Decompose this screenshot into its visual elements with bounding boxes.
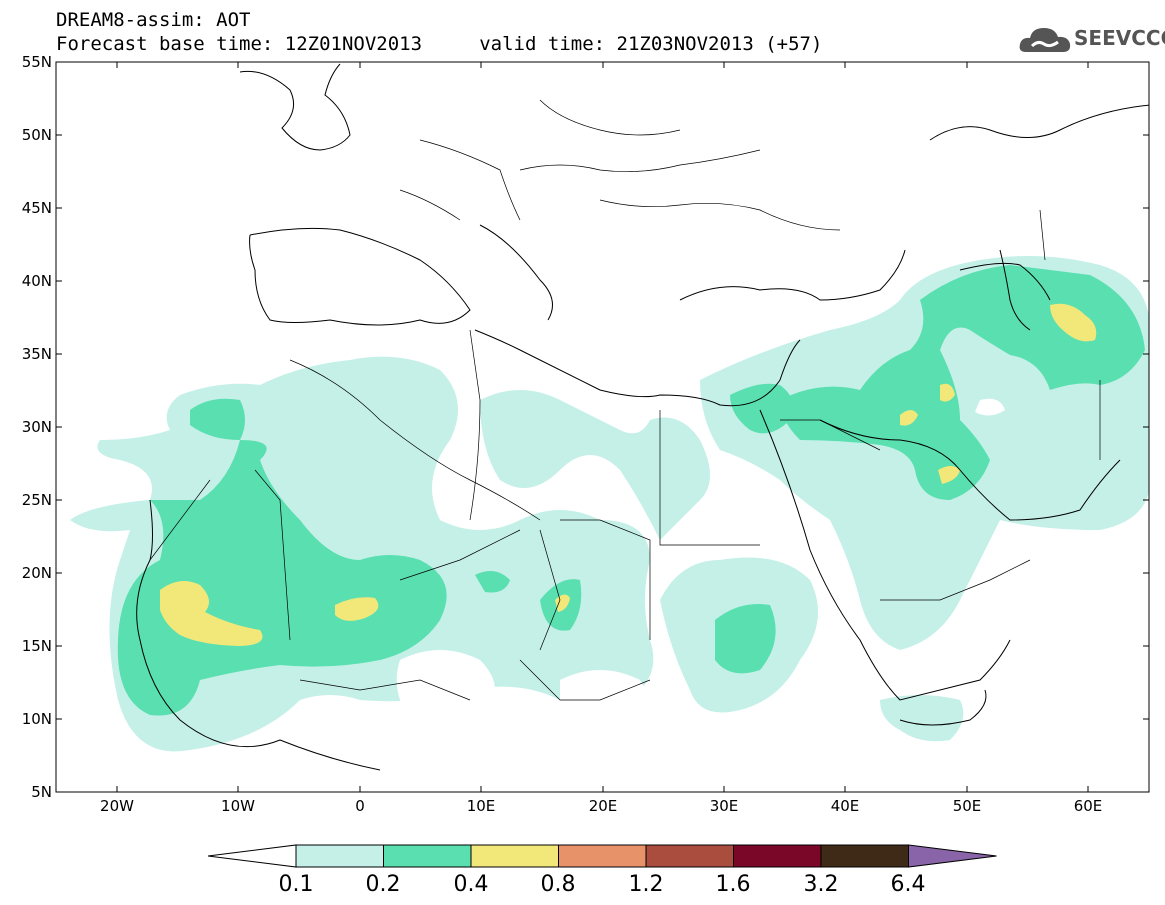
lon-label: 30E — [709, 797, 739, 815]
lat-label: 50N — [21, 126, 52, 144]
lon-label: 10W — [221, 797, 255, 815]
colorbar-label: 0.4 — [453, 872, 489, 897]
lat-label: 15N — [21, 637, 52, 655]
aot-field — [70, 63, 1149, 771]
lon-label: 40E — [830, 797, 860, 815]
colorbar-label: 6.4 — [890, 872, 926, 897]
lon-label: 20W — [100, 797, 134, 815]
lat-label: 30N — [21, 418, 52, 436]
coastlines — [136, 63, 1149, 771]
colorbar-label: 0.2 — [365, 872, 401, 897]
forecast-time-label: Forecast base time: 12Z01NOV2013 valid t… — [56, 33, 823, 55]
cloud-icon — [1019, 28, 1071, 52]
colorbar-label: 3.2 — [803, 872, 839, 897]
colorbar-label: 1.2 — [628, 872, 664, 897]
aot-band-0-2 — [117, 265, 1145, 716]
lon-label: 20E — [588, 797, 618, 815]
aot-band-0-4 — [160, 303, 1097, 646]
lat-label: 55N — [21, 53, 52, 71]
colorbar-label: 0.8 — [540, 872, 576, 897]
tick-marks — [56, 62, 1149, 792]
colorbar-label: 1.6 — [715, 872, 751, 897]
lat-label: 40N — [21, 272, 52, 290]
logo-text: SEEVCCC — [1074, 26, 1165, 50]
lat-label: 45N — [21, 199, 52, 217]
seevccc-logo: SEEVCCC — [1018, 22, 1165, 58]
lon-label: 10E — [466, 797, 496, 815]
lat-label: 5N — [31, 783, 52, 801]
lat-label: 10N — [21, 710, 52, 728]
lat-label: 25N — [21, 491, 52, 509]
lon-label: 60E — [1073, 797, 1103, 815]
lat-label: 35N — [21, 345, 52, 363]
map-title: DREAM8-assim: AOT — [56, 9, 251, 31]
colorbar-label: 0.1 — [278, 872, 314, 897]
lat-label: 20N — [21, 564, 52, 582]
borders — [149, 99, 1101, 701]
lon-label: 50E — [952, 797, 982, 815]
lon-label: 0 — [355, 797, 365, 815]
